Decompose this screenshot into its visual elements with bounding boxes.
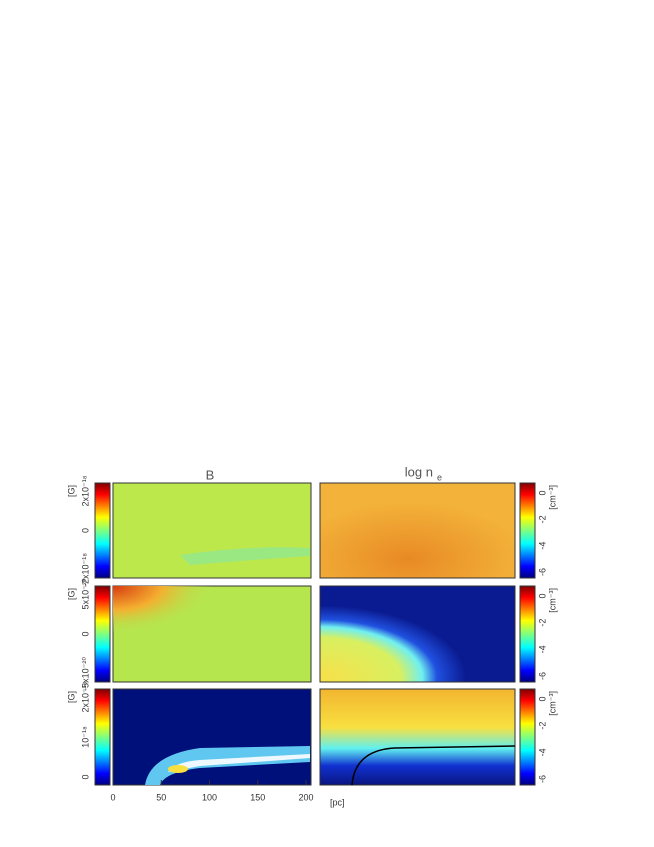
field-streak: [180, 547, 310, 565]
panel: [319, 482, 516, 579]
colorbar-label: -6: [537, 775, 547, 783]
panel: [319, 585, 516, 683]
colorbar-unit: [G]: [66, 588, 76, 600]
colorbar-label: -4: [537, 748, 547, 756]
panel-shade: [113, 586, 311, 682]
colorbar: [519, 585, 536, 683]
panel: [319, 688, 516, 786]
x-tick-label: 200: [298, 792, 313, 802]
colorbar-label: -4: [537, 645, 547, 653]
jet-core: [168, 754, 310, 772]
colorbar: [519, 688, 536, 786]
colorbar-label: 0: [537, 593, 547, 598]
colorbar-label: -5x10⁻²⁰: [80, 657, 90, 691]
colorbar-label: -6: [537, 672, 547, 680]
hot-spot: [168, 765, 188, 773]
x-tick-label: 0: [110, 792, 115, 802]
colorbar-label: -6: [537, 568, 547, 576]
colorbar-label: 2x10⁻¹⁸: [80, 475, 90, 506]
colorbar-label: -4: [537, 542, 547, 550]
colorbar-label: 0: [80, 528, 90, 533]
x-tick-label: 50: [156, 792, 166, 802]
colorbar-label: 0: [80, 774, 90, 779]
colorbar: [94, 482, 111, 579]
colorbar-label: 10⁻¹⁸: [80, 726, 90, 748]
jet-band: [145, 746, 310, 785]
panel-title: B: [206, 467, 215, 482]
colorbar-unit: [cm⁻³]: [547, 691, 557, 716]
colorbar-label: 0: [80, 631, 90, 636]
colorbars: [94, 482, 536, 786]
colorbar-unit: [cm⁻³]: [547, 588, 557, 613]
panels: [112, 482, 516, 786]
colorbar-label: -2: [537, 619, 547, 627]
colorbar-label: -2x10⁻¹⁸: [80, 553, 90, 587]
x-tick-label: 150: [250, 792, 265, 802]
colorbar-label: 5x10⁻²⁰: [80, 578, 90, 609]
colorbar-label: 0: [537, 696, 547, 701]
colorbar: [94, 688, 111, 786]
colorbar: [94, 585, 111, 683]
contour: [351, 745, 516, 786]
colorbar-label: -2: [537, 515, 547, 523]
colorbar: [519, 482, 536, 579]
colorbar-unit: [G]: [66, 691, 76, 703]
panel-title: log n: [405, 464, 433, 479]
x-tick-label: 100: [202, 792, 217, 802]
panel: [112, 688, 312, 786]
colorbar-label: 2x10⁻¹⁸: [80, 681, 90, 712]
colorbar-label: 0: [537, 490, 547, 495]
colorbar-unit: [cm⁻³]: [547, 485, 557, 510]
colorbar-unit: [G]: [66, 485, 76, 497]
x-axis-label: [pc]: [330, 797, 345, 807]
panel: [112, 482, 312, 579]
panel-title-subscript: e: [437, 472, 442, 482]
colorbar-label: -2: [537, 722, 547, 730]
